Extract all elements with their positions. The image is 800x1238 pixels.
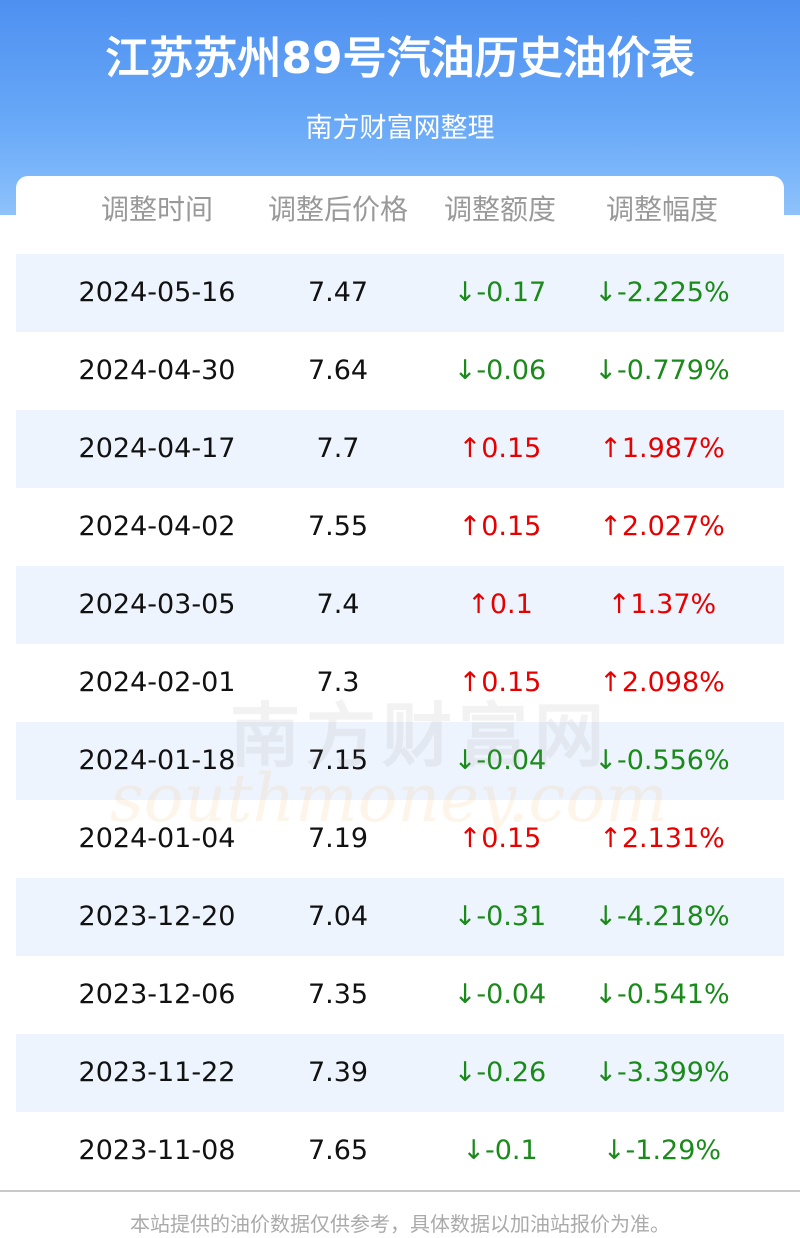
table-cell: ↑1.987% [599,433,725,464]
table-cell: ↑2.098% [599,667,725,698]
table-row: 2024-01-04 7.19 ↑0.15 ↑2.131% [16,800,784,878]
table-row: 2024-03-05 7.4 ↑0.1 ↑1.37% [16,566,784,644]
divider [0,1190,800,1192]
table-cell: ↓-0.06 [453,355,547,386]
column-header: 调整后价格 [267,193,408,226]
table-cell: ↑0.15 [458,667,542,698]
table-row: 2024-01-18 7.15 ↓-0.04 ↓-0.556% [16,722,784,800]
table-row: 2024-05-16 7.47 ↓-0.17 ↓-2.225% [16,254,784,332]
table-row: 2023-12-20 7.04 ↓-0.31 ↓-4.218% [16,878,784,956]
table-cell: 7.4 [316,589,360,620]
table-cell: 2023-11-08 [78,1135,236,1166]
table-row: 2023-11-22 7.39 ↓-0.26 ↓-3.399% [16,1034,784,1112]
column-header: 调整时间 [100,193,213,226]
table-cell: ↑0.15 [458,511,542,542]
table-cell: 2024-03-05 [78,589,236,620]
table-cell: ↓-0.556% [594,745,730,776]
table-card [16,176,784,1196]
table-cell: ↓-0.31 [453,901,547,932]
table-cell: ↓-3.399% [594,1057,730,1088]
table-cell: 2023-12-06 [78,979,236,1010]
table-cell: 7.7 [316,433,360,464]
table-cell: ↑1.37% [607,589,717,620]
table-cell: ↑0.1 [467,589,533,620]
table-cell: ↑2.131% [599,823,725,854]
table-cell: 2024-05-16 [78,277,236,308]
table-cell: ↓-0.04 [453,745,547,776]
table-cell: 2024-02-01 [78,667,236,698]
table-row: 2023-11-08 7.65 ↓-0.1 ↓-1.29% [16,1112,784,1190]
table-row: 2024-04-30 7.64 ↓-0.06 ↓-0.779% [16,332,784,410]
table-row: 2024-04-17 7.7 ↑0.15 ↑1.987% [16,410,784,488]
column-header: 调整幅度 [605,193,718,226]
table-cell: 7.3 [316,667,360,698]
table-cell: ↓-2.225% [594,277,730,308]
table-cell: 2024-04-30 [78,355,236,386]
table-cell: 7.64 [307,355,369,386]
watermark: 南方财富网 [230,695,610,777]
table-cell: ↓-4.218% [594,901,730,932]
table-cell: ↓-0.17 [453,277,547,308]
table-cell: 2024-01-18 [78,745,236,776]
header-row: 调整时间 调整后价格 调整额度 调整幅度 [16,176,784,254]
table-cell: 2024-01-04 [78,823,236,854]
table-cell: ↓-0.1 [462,1135,538,1166]
table-cell: ↓-0.779% [594,355,730,386]
table-cell: 7.04 [307,901,369,932]
table-cell: ↓-0.26 [453,1057,547,1088]
table-cell: ↑0.15 [458,433,542,464]
table-cell: 2024-04-02 [78,511,236,542]
table-cell: 7.19 [307,823,369,854]
table-cell: 7.65 [307,1135,369,1166]
footer-note: 本站提供的油价数据仅供参考，具体数据以加油站报价为准。 [130,1212,670,1236]
table-cell: ↑2.027% [599,511,725,542]
title: 江苏苏州89号汽油历史油价表 [105,33,695,84]
table-cell: 7.35 [307,979,369,1010]
table-row: 2024-02-01 7.3 ↑0.15 ↑2.098% [16,644,784,722]
table-cell: 7.15 [307,745,369,776]
table-row: 2024-04-02 7.55 ↑0.15 ↑2.027% [16,488,784,566]
table-cell: 2024-04-17 [78,433,236,464]
subtitle: 南方财富网整理 [305,113,495,144]
table-cell: 2023-11-22 [78,1057,236,1088]
column-header: 调整额度 [443,193,556,226]
table-cell: 7.39 [307,1057,369,1088]
table-cell: ↑0.15 [458,823,542,854]
table-cell: 7.47 [307,277,369,308]
table-row: 2023-12-06 7.35 ↓-0.04 ↓-0.541% [16,956,784,1034]
table-cell: ↓-1.29% [602,1135,722,1166]
table-cell: ↓-0.04 [453,979,547,1010]
table-cell: ↓-0.541% [594,979,730,1010]
watermark: southmoney.com [110,760,668,837]
table-cell: 2023-12-20 [78,901,236,932]
table-cell: 7.55 [307,511,369,542]
